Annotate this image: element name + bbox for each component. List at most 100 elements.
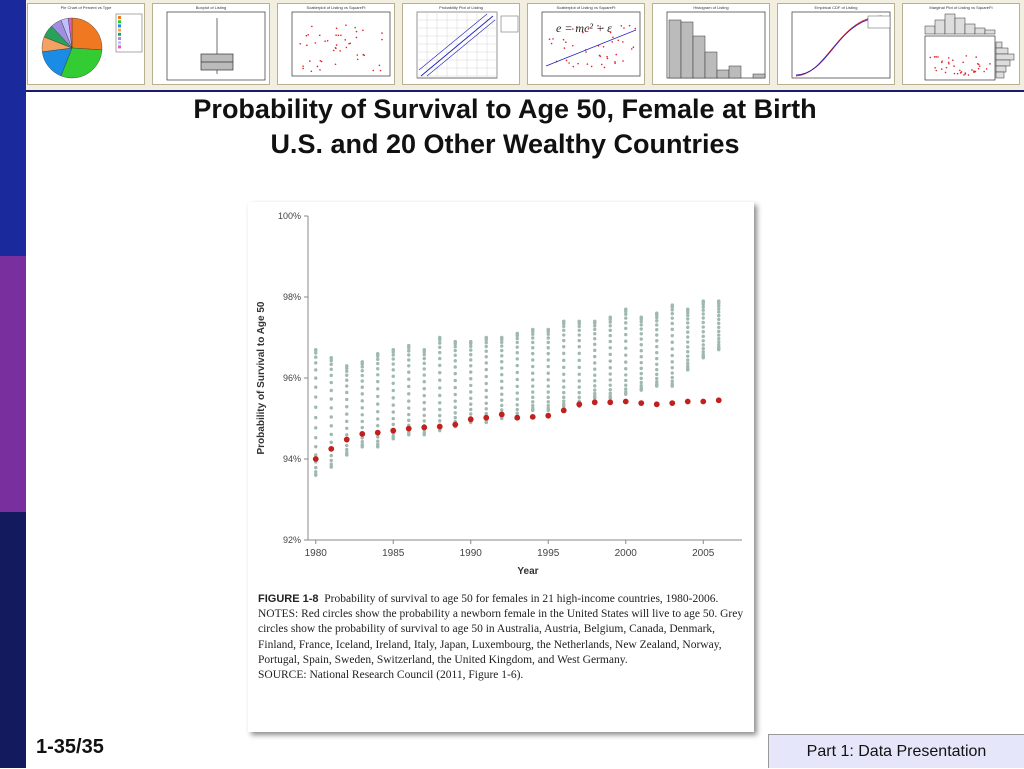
other-country-point [391,374,395,379]
other-country-point [314,347,318,352]
other-country-point [608,346,612,350]
other-country-point [329,406,333,410]
us-data-point [374,429,381,436]
other-country-point [500,379,504,384]
other-country-point [469,339,473,344]
other-country-point [624,383,628,387]
thumbnail-title: Histogram of Listing [693,5,729,10]
thumb-point [381,32,383,34]
thumb-point [934,66,936,69]
left-bar-segment-middle [0,256,26,512]
other-country-point [376,361,380,366]
us-data-point [684,398,691,405]
x-tick-label: 1980 [305,548,328,559]
thumbnail-scatter: Scatterplot of Listing vs SquareFt [277,3,395,85]
thumb-point [929,56,932,59]
thumb-point [335,34,337,36]
thumb-point [985,68,988,70]
other-country-point [407,358,411,362]
other-country-point [546,351,550,356]
other-country-point [376,410,380,414]
other-country-point [345,426,349,430]
other-country-point [686,335,690,339]
thumb-point [355,30,358,33]
us-data-point [560,407,567,414]
thumbnail-title: Boxplot of Listing [195,5,227,10]
other-country-point [701,343,705,347]
other-country-point [562,345,566,349]
thumb-hist-bar [668,19,682,79]
thumb-point [565,59,568,62]
other-country-point [701,346,705,351]
thumb-point [971,69,973,71]
other-country-point [624,326,628,331]
other-country-point [701,352,705,357]
other-country-point [608,391,612,396]
thumb-point [614,61,616,63]
thumb-marginal-bar [995,41,1003,49]
thumb-point [378,64,381,67]
thumb-point [345,46,348,49]
other-country-point [329,462,333,466]
x-tick-label: 1985 [382,548,405,559]
other-country-point [500,408,504,412]
other-country-point [469,390,473,394]
other-country-point [593,388,597,392]
thumb-point [940,68,943,70]
us-data-point [498,411,505,418]
other-country-point [515,384,519,389]
other-country-point [670,366,674,370]
thumb-marginal-bar [934,19,946,35]
other-country-point [624,332,628,337]
thumb-point [349,42,352,45]
other-country-point [701,334,705,339]
thumb-point [967,74,970,76]
other-country-point [639,337,643,341]
thumb-fit-line [420,15,494,77]
us-data-point [328,445,335,452]
thumb-point [964,72,967,74]
other-country-point [717,313,721,318]
thumb-plot-frame [924,35,996,81]
other-country-point [391,353,395,357]
thumb-point [612,36,614,39]
thumb-point [309,60,311,62]
other-country-point [670,333,674,338]
thumb-point [597,24,599,27]
other-country-point [531,351,535,356]
figure-caption: FIGURE 1-8 Probability of survival to ag… [258,592,746,683]
other-country-point [608,394,612,398]
thumb-equation: e = mc² + ε [556,21,612,35]
other-country-point [670,382,674,386]
other-country-point [655,362,659,366]
thumb-point [572,44,574,47]
thumbnail-graphic [666,11,766,79]
other-country-point [360,419,364,424]
thumbnail-equation: Scatterplot of Listing vs SquareFt e = mc… [527,3,645,85]
other-country-point [546,384,550,388]
other-country-point [407,418,411,423]
other-country-point [624,316,628,320]
thumb-hist-bar [680,21,694,79]
other-country-point [345,450,349,455]
other-country-point [670,340,674,344]
y-tick-label: 92% [283,535,301,545]
thumb-ci-line [426,19,496,77]
other-country-point [701,330,705,334]
thumb-plot-frame [541,11,641,77]
other-country-point [500,386,504,390]
other-country-point [562,365,566,370]
y-tick-label: 94% [283,454,301,464]
thumb-point [565,41,567,43]
other-country-point [608,378,612,382]
left-bar-segment-bottom [0,512,26,768]
other-country-point [360,373,364,378]
other-country-point [469,344,473,349]
other-country-point [329,356,333,360]
other-country-point [314,435,318,440]
other-country-point [345,405,349,409]
other-country-point [701,320,705,325]
other-country-point [345,373,349,377]
other-country-point [515,403,519,407]
other-country-point [345,390,349,395]
